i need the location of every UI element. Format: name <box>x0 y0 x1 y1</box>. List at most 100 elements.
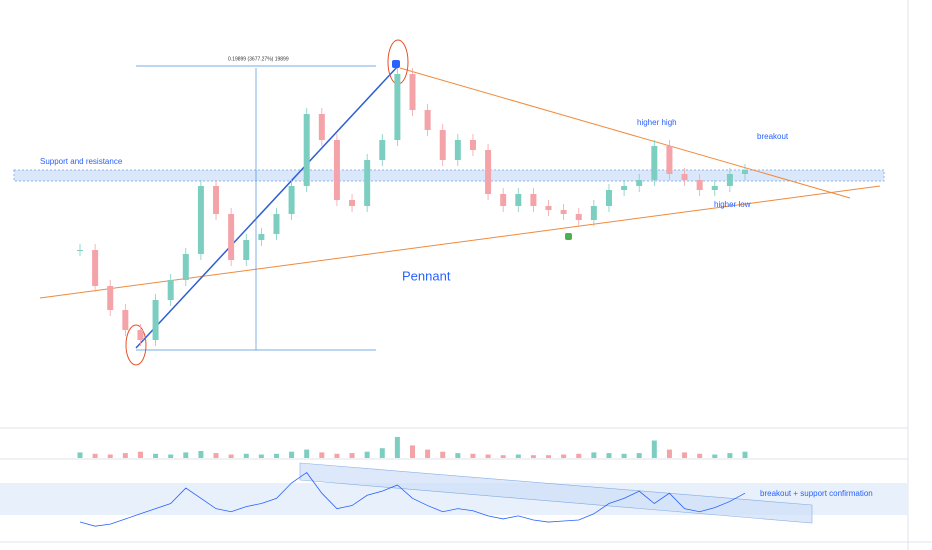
candle <box>197 186 204 254</box>
volume-bar <box>742 451 748 458</box>
volume-bar <box>410 445 415 458</box>
annotation: Support and resistance <box>40 157 123 166</box>
volume-bar <box>304 449 310 458</box>
candle <box>515 194 522 206</box>
candle <box>575 214 582 220</box>
volume-bar <box>153 453 159 458</box>
volume-bar <box>273 453 279 458</box>
volume-bar <box>77 452 83 458</box>
volume-bar <box>334 453 340 458</box>
marker-bottom <box>565 233 572 240</box>
candle <box>152 300 159 340</box>
candle <box>394 74 401 140</box>
volume-bar <box>168 454 174 458</box>
volume-bar <box>319 452 325 458</box>
candle <box>742 170 748 174</box>
support-band <box>13 169 885 182</box>
volume-bar <box>682 452 688 458</box>
candle <box>636 180 643 186</box>
volume-bar <box>92 453 98 458</box>
candle <box>137 330 144 340</box>
annotation: breakout + support confirmation <box>760 489 873 498</box>
pennant-upper <box>399 67 851 199</box>
volume-bar <box>606 453 612 458</box>
volume-bar <box>546 455 552 458</box>
volume-bar <box>394 437 400 458</box>
candle <box>409 74 416 110</box>
candle <box>122 310 129 330</box>
volume-bar <box>666 449 672 458</box>
candle <box>182 254 189 280</box>
candle <box>333 140 340 200</box>
volume-bar <box>500 455 506 458</box>
volume-bar <box>122 453 128 458</box>
pennant-lower <box>39 185 881 299</box>
volume-bar <box>228 454 234 458</box>
candle <box>92 250 99 286</box>
candle <box>379 140 386 160</box>
volume-bar <box>183 452 189 458</box>
volume-bar <box>515 454 521 458</box>
candle <box>681 174 688 180</box>
annotation: higher low <box>714 200 751 209</box>
volume-bar <box>727 453 733 458</box>
volume-bar <box>425 449 431 458</box>
candle <box>666 146 673 174</box>
candle <box>364 160 371 206</box>
annotation: breakout <box>757 132 789 141</box>
candle <box>651 146 658 180</box>
candle <box>500 194 507 206</box>
volume-bar <box>485 454 491 458</box>
candle <box>485 150 492 194</box>
volume-bar <box>107 454 113 458</box>
candle <box>711 186 718 190</box>
candle <box>213 186 220 214</box>
candle <box>167 280 174 300</box>
candle <box>424 110 431 130</box>
candle <box>258 234 265 240</box>
volume-bar <box>470 453 476 458</box>
marker-top <box>392 60 400 68</box>
candle <box>77 250 83 251</box>
candle <box>590 206 597 220</box>
candle <box>454 140 461 160</box>
volume-bar <box>591 452 597 458</box>
candle <box>349 200 356 206</box>
volume-bar <box>198 451 204 458</box>
rsi-line <box>79 472 746 527</box>
volume-bar <box>137 451 143 458</box>
volume-bar <box>636 453 642 458</box>
circle-low <box>125 324 147 366</box>
annotation: Pennant <box>402 268 451 283</box>
volume-bar <box>576 453 582 458</box>
candle <box>530 194 537 206</box>
candle <box>696 180 703 190</box>
volume-bar <box>561 454 567 458</box>
volume-bar <box>440 451 446 458</box>
volume-bar <box>712 454 718 458</box>
volume-bar <box>651 440 657 458</box>
volume-bar <box>213 453 219 458</box>
volume-bar <box>530 455 536 458</box>
volume-bar <box>455 453 461 458</box>
candle <box>303 114 310 186</box>
candle <box>318 114 325 140</box>
volume-bar <box>379 448 385 458</box>
candle <box>469 140 476 150</box>
volume-bar <box>697 453 703 458</box>
candle <box>439 130 446 160</box>
candle <box>273 214 280 234</box>
volume-bar <box>621 453 627 458</box>
volume-bar <box>243 453 249 458</box>
candle <box>243 240 250 260</box>
measure-label: 0.19899 (3677.27%) 19899 <box>228 56 289 62</box>
candle <box>560 210 567 214</box>
trend-line <box>135 65 399 349</box>
volume-bar <box>289 451 295 458</box>
candle <box>228 214 235 260</box>
candle <box>288 186 295 214</box>
candle <box>605 190 612 206</box>
candle <box>545 206 552 210</box>
